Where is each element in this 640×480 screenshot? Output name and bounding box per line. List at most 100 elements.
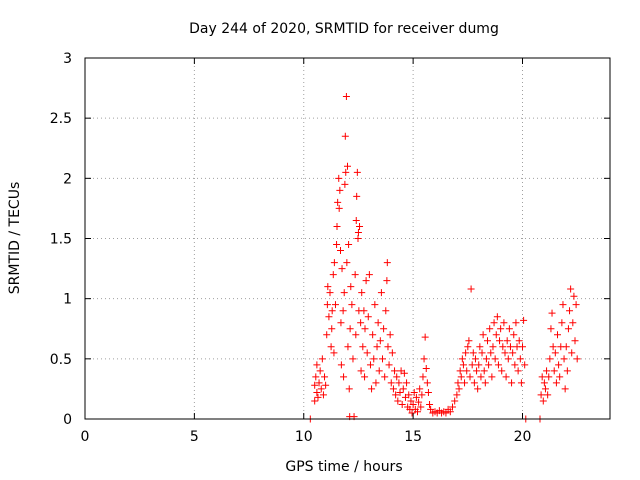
- data-point: [493, 313, 501, 321]
- data-point: [469, 349, 477, 357]
- data-point: [319, 391, 327, 399]
- data-point: [323, 301, 331, 309]
- data-point: [403, 379, 411, 387]
- data-point: [422, 364, 430, 372]
- data-point: [388, 349, 396, 357]
- data-point: [389, 385, 397, 393]
- data-point: [449, 403, 456, 411]
- x-tick-label: 5: [190, 429, 199, 445]
- data-point: [395, 379, 403, 387]
- data-point: [456, 367, 464, 375]
- grid-lines: [85, 58, 610, 419]
- data-point: [374, 319, 382, 327]
- data-point: [515, 337, 523, 345]
- data-point: [317, 385, 325, 393]
- data-point: [340, 289, 348, 297]
- data-point: [311, 381, 319, 389]
- data-point: [559, 301, 567, 309]
- data-point: [476, 343, 484, 351]
- data-point: [488, 373, 496, 381]
- y-tick-label: 0.5: [50, 352, 72, 368]
- data-point: [376, 337, 384, 345]
- data-point: [512, 319, 520, 327]
- data-point: [572, 301, 580, 309]
- data-point: [478, 349, 486, 357]
- data-point: [473, 367, 481, 375]
- y-tick-label: 2.5: [50, 111, 72, 127]
- data-point: [333, 241, 341, 249]
- x-axis-ticks: 0 5 10 15 20: [81, 58, 531, 445]
- data-point: [341, 180, 349, 188]
- data-point: [464, 343, 472, 351]
- data-point: [502, 373, 510, 381]
- data-point: [347, 283, 355, 291]
- data-point: [364, 313, 372, 321]
- data-point: [356, 222, 364, 230]
- x-tick-label: 0: [81, 429, 90, 445]
- y-tick-label: 3: [63, 51, 72, 67]
- data-point: [331, 301, 339, 309]
- y-axis-ticks: 0 0.5 1 1.5 2 2.5 3: [50, 51, 610, 428]
- data-point: [340, 373, 348, 381]
- data-point: [554, 331, 561, 339]
- data-point: [342, 168, 350, 176]
- data-point: [371, 301, 379, 309]
- data-point: [479, 331, 487, 339]
- data-point: [426, 401, 434, 409]
- data-point: [391, 367, 399, 375]
- data-point: [336, 186, 344, 194]
- data-point: [330, 349, 338, 357]
- data-point: [517, 379, 525, 387]
- data-point: [570, 292, 578, 300]
- data-point: [344, 162, 351, 170]
- data-point: [489, 343, 497, 351]
- data-point: [458, 355, 466, 363]
- data-point: [381, 373, 389, 381]
- data-point: [343, 259, 351, 267]
- data-point: [377, 289, 385, 297]
- data-point: [370, 355, 378, 363]
- data-point: [361, 373, 369, 381]
- data-point: [571, 337, 579, 345]
- data-point: [318, 355, 326, 363]
- data-point: [369, 331, 377, 339]
- data-point: [487, 349, 495, 357]
- data-point: [316, 367, 324, 375]
- data-point: [480, 367, 488, 375]
- data-point: [494, 361, 502, 369]
- data-point: [496, 337, 504, 345]
- data-point: [321, 373, 329, 381]
- data-point: [453, 391, 461, 399]
- data-point: [563, 367, 571, 375]
- y-tick-label: 1: [63, 292, 72, 308]
- data-point: [366, 361, 374, 369]
- data-point: [511, 361, 519, 369]
- data-point: [418, 391, 426, 399]
- data-point: [414, 408, 421, 416]
- data-point: [338, 265, 346, 273]
- data-point: [394, 397, 402, 405]
- data-point: [486, 325, 494, 333]
- data-point: [462, 349, 470, 357]
- data-point: [312, 373, 320, 381]
- data-point: [468, 361, 476, 369]
- data-point: [412, 393, 420, 401]
- data-point: [410, 389, 418, 397]
- data-point: [516, 355, 524, 363]
- data-point: [427, 405, 435, 413]
- y-tick-label: 1.5: [50, 232, 72, 248]
- data-point: [324, 283, 332, 291]
- data-point: [556, 373, 564, 381]
- data-point: [519, 343, 526, 351]
- data-point: [349, 355, 357, 363]
- data-point: [416, 385, 424, 393]
- data-point: [341, 132, 349, 140]
- data-point: [348, 301, 356, 309]
- data-point: [509, 349, 517, 357]
- data-point: [380, 325, 388, 333]
- data-point: [327, 343, 335, 351]
- data-point: [352, 331, 360, 339]
- data-point: [552, 379, 560, 387]
- data-point: [363, 349, 371, 357]
